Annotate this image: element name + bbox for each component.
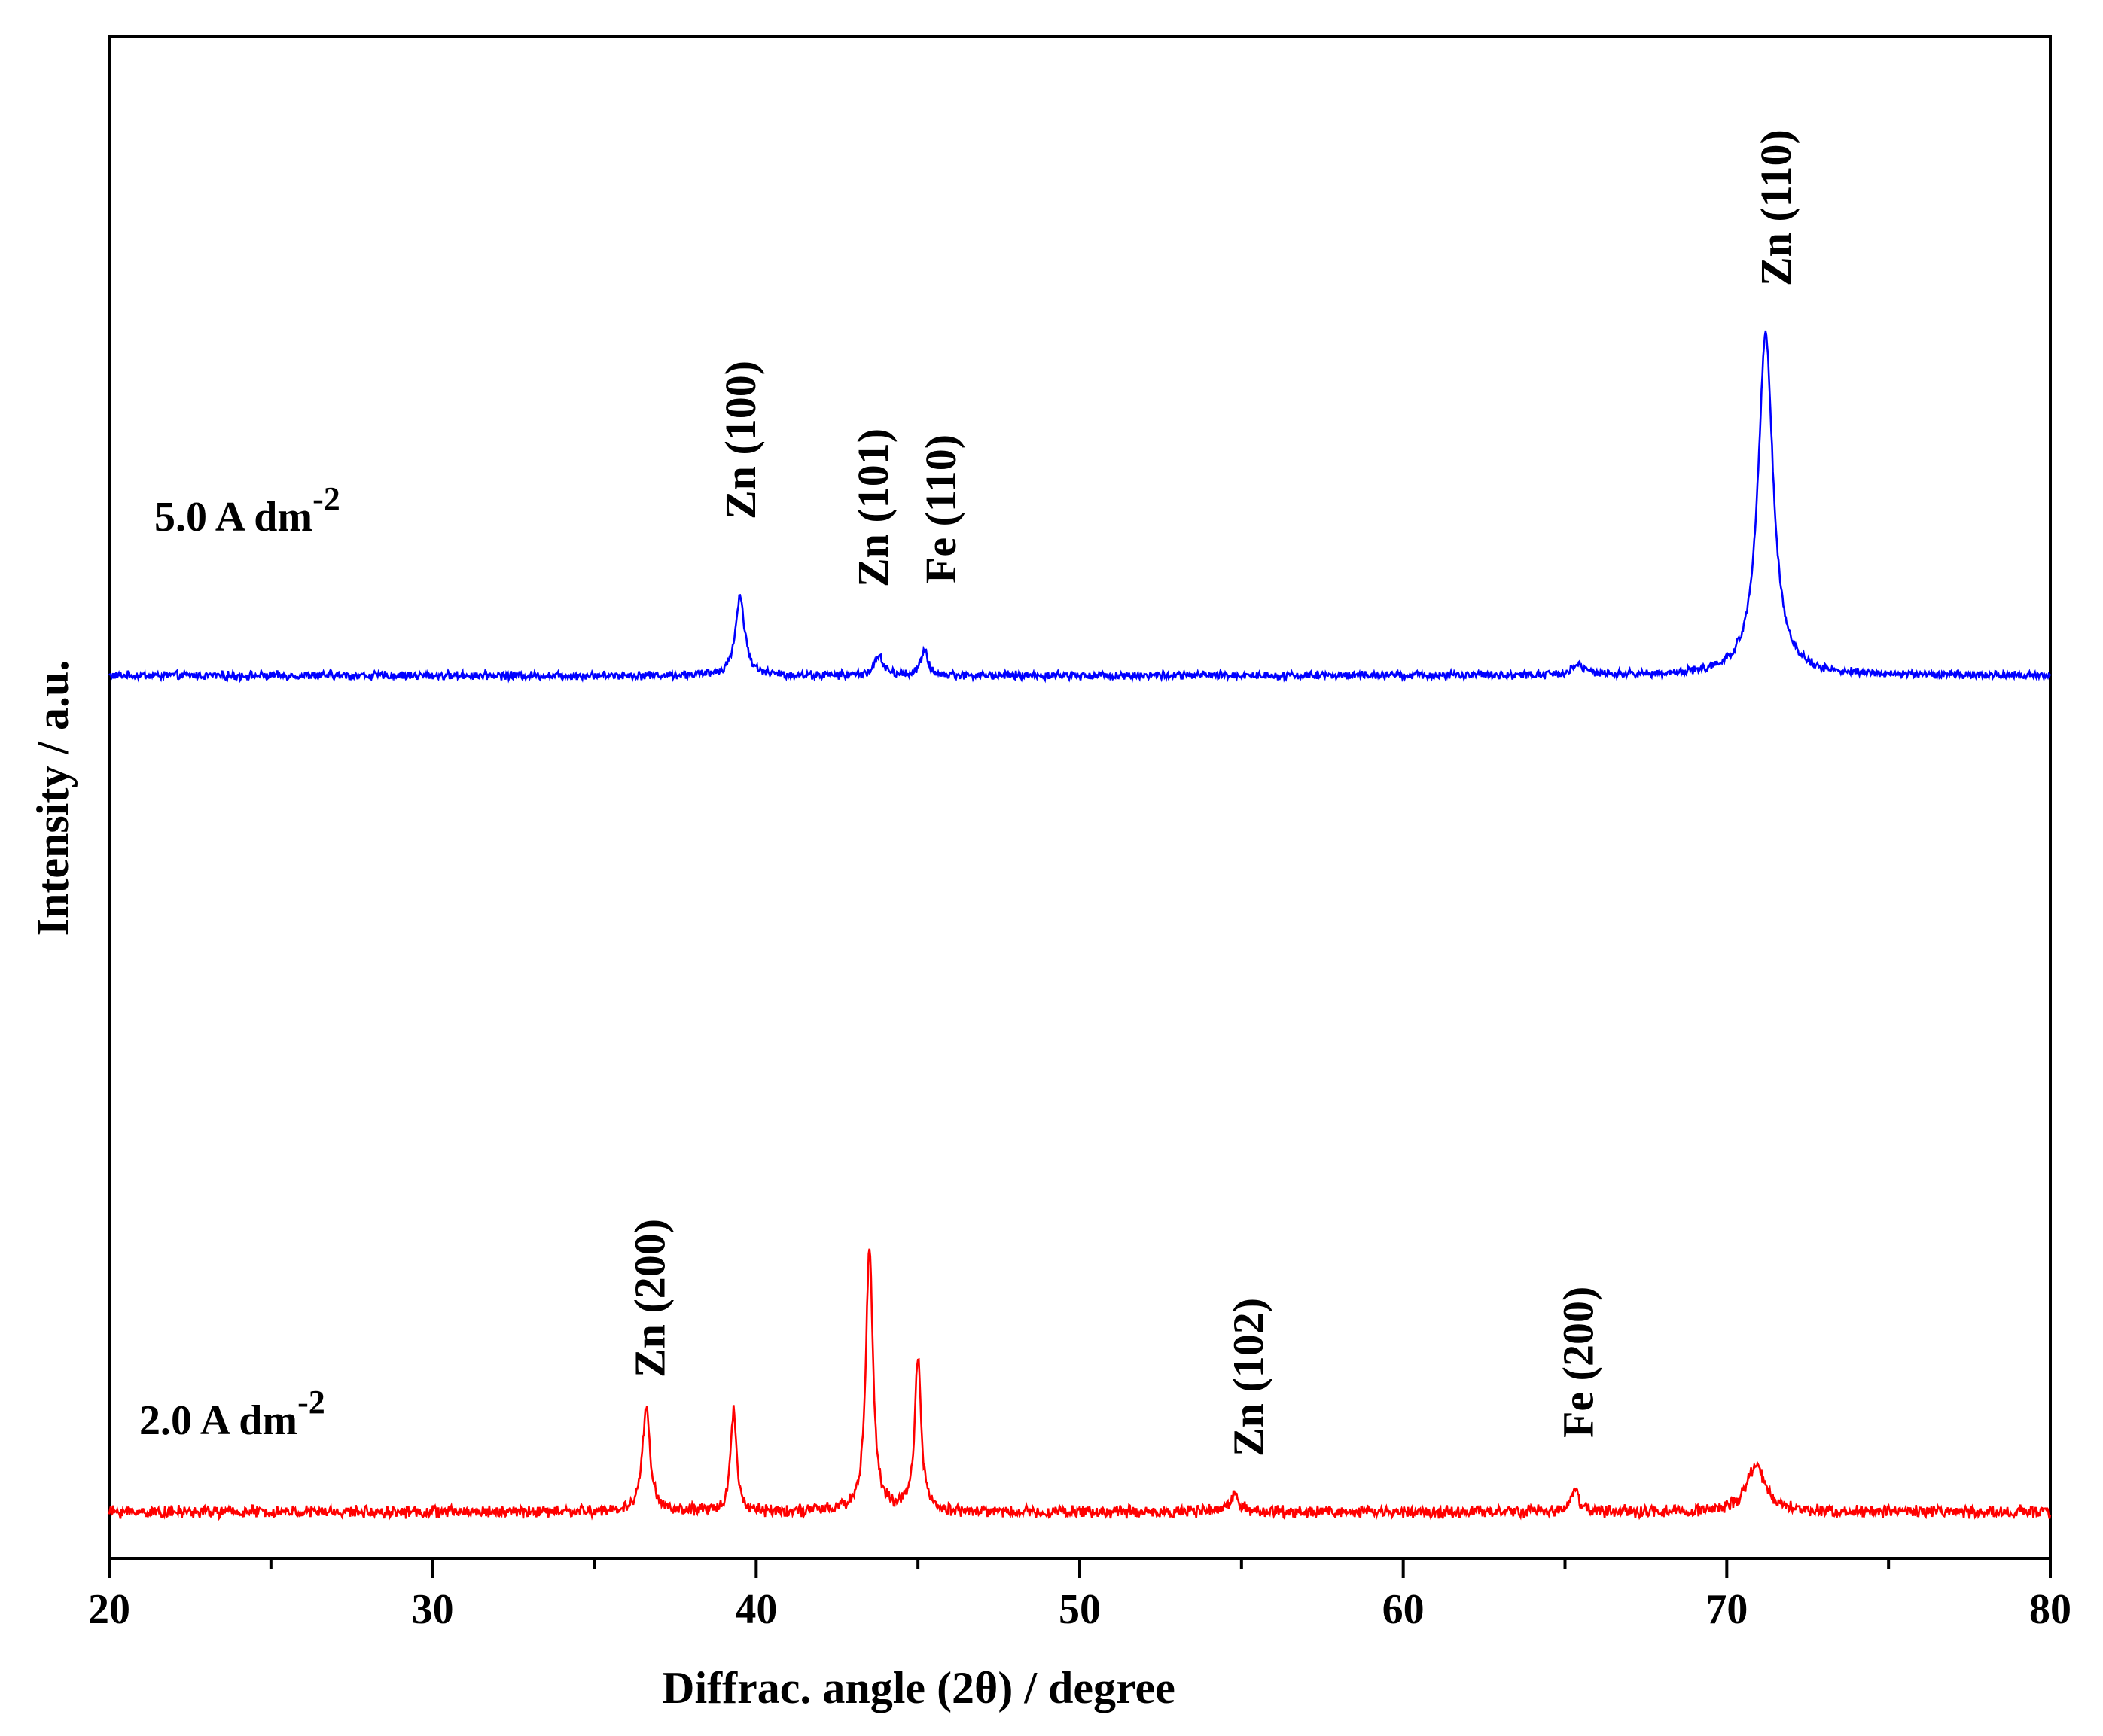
- x-tick-label: 50: [1059, 1586, 1101, 1633]
- x-tick-label: 30: [412, 1586, 454, 1633]
- x-tick-label: 80: [2029, 1586, 2071, 1633]
- peak-label: Zn (200): [626, 1219, 675, 1378]
- peak-label: Fe (110): [916, 434, 965, 583]
- series-line-1: [108, 1248, 2052, 1521]
- series-label-0: 5.0 A dm-2: [154, 480, 340, 541]
- peak-label: Zn (101): [849, 428, 898, 587]
- peak-label: Zn (100): [716, 361, 765, 519]
- peak-label: Zn (110): [1751, 129, 1800, 286]
- x-ticks: [108, 1558, 2052, 1578]
- y-axis-title: Intensity / a.u.: [28, 660, 78, 937]
- x-tick-label: 40: [735, 1586, 777, 1633]
- series-label-1: 2.0 A dm-2: [139, 1384, 325, 1444]
- series-labels: 5.0 A dm-2 2.0 A dm-2: [139, 480, 340, 1444]
- x-tick-labels: 20 30 40 50 60 70 80: [88, 1586, 2071, 1633]
- series-line-0: [108, 330, 2052, 684]
- x-tick-label: 70: [1705, 1586, 1748, 1633]
- peak-label: Fe (200): [1554, 1287, 1603, 1438]
- x-tick-label: 20: [88, 1586, 130, 1633]
- peak-labels: Zn (100) Zn (101) Fe (110) Zn (110) Zn (200)…: [626, 129, 1800, 1457]
- x-tick-label: 60: [1382, 1586, 1425, 1633]
- x-axis-title: Diffrac. angle (2θ) / degree: [662, 1663, 1175, 1713]
- series-lines: [108, 330, 2052, 1521]
- peak-label: Zn (102): [1224, 1298, 1272, 1457]
